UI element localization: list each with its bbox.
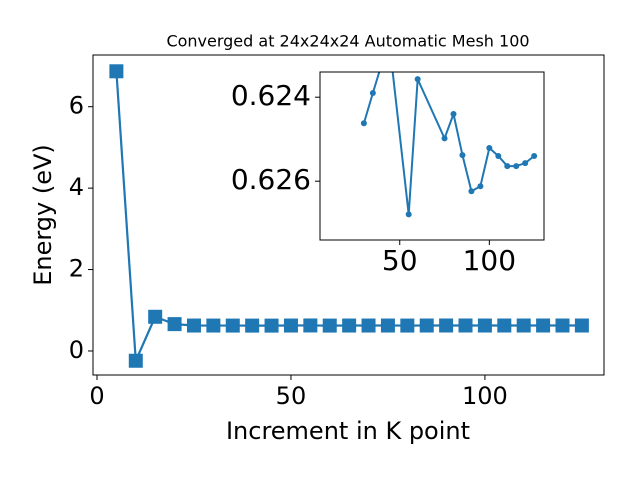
x-tick-label: 100 [462, 382, 508, 410]
chart-title: Converged at 24x24x24 Automatic Mesh 100 [166, 32, 529, 51]
marker [459, 152, 466, 159]
marker [536, 318, 551, 333]
marker [439, 318, 454, 333]
x-tick-label: 50 [276, 382, 307, 410]
marker [167, 317, 182, 332]
marker [468, 188, 475, 195]
x-tick-label: 50 [382, 244, 418, 277]
marker [458, 318, 473, 333]
marker [186, 318, 201, 333]
marker [504, 163, 511, 170]
marker [148, 309, 163, 324]
x-tick-label: 0 [89, 382, 104, 410]
marker [419, 318, 434, 333]
marker [361, 318, 376, 333]
marker [400, 318, 415, 333]
marker [322, 318, 337, 333]
marker [245, 318, 260, 333]
x-axis-label: Increment in K point [226, 417, 470, 445]
marker [342, 318, 357, 333]
marker [486, 145, 493, 152]
marker [206, 318, 221, 333]
marker [497, 318, 512, 333]
y-tick-label: 6 [69, 92, 84, 120]
marker [225, 318, 240, 333]
marker [264, 318, 279, 333]
x-tick-label: 100 [463, 244, 516, 277]
series [109, 64, 589, 368]
axes-frame [319, 71, 545, 241]
marker [477, 183, 484, 190]
marker [414, 76, 421, 83]
marker [380, 318, 395, 333]
y-tick-label: 4 [69, 173, 84, 201]
y-tick-label: 2 [69, 255, 84, 283]
marker [555, 318, 570, 333]
marker [522, 160, 529, 167]
marker [441, 135, 448, 142]
marker [283, 318, 298, 333]
marker [303, 318, 318, 333]
marker [450, 111, 457, 117]
marker [360, 120, 367, 127]
marker [477, 318, 492, 333]
marker [574, 318, 589, 333]
marker [369, 90, 376, 96]
y-tick-label: 0.626 [231, 163, 311, 196]
y-tick-label: 0 [69, 336, 84, 364]
marker [495, 153, 502, 159]
plot-area [320, 72, 544, 240]
series [360, 72, 538, 218]
marker [405, 211, 412, 218]
marker [109, 64, 124, 79]
marker [513, 163, 520, 170]
marker [531, 153, 538, 159]
y-tick-label: 0.624 [231, 79, 311, 112]
axes-frame [92, 54, 605, 376]
marker [128, 353, 143, 368]
y-axis-label: Energy (eV) [29, 144, 57, 286]
marker [516, 318, 531, 333]
